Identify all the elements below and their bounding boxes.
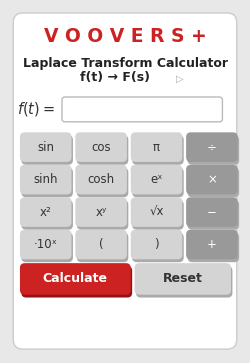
Text: xʸ: xʸ [96, 205, 107, 219]
FancyBboxPatch shape [77, 135, 128, 165]
FancyBboxPatch shape [132, 200, 184, 230]
FancyBboxPatch shape [77, 168, 128, 197]
FancyBboxPatch shape [22, 135, 73, 165]
Text: ): ) [154, 238, 159, 251]
FancyBboxPatch shape [75, 132, 127, 162]
FancyBboxPatch shape [20, 165, 72, 195]
FancyBboxPatch shape [22, 233, 73, 262]
Text: Calculate: Calculate [43, 272, 108, 285]
FancyBboxPatch shape [131, 165, 182, 195]
Text: −: − [207, 205, 217, 219]
FancyBboxPatch shape [22, 168, 73, 197]
Text: $f(t) =$: $f(t) =$ [17, 101, 55, 118]
Text: ·10ˣ: ·10ˣ [34, 238, 58, 251]
Text: ▷: ▷ [176, 74, 183, 84]
FancyBboxPatch shape [131, 230, 182, 259]
FancyBboxPatch shape [77, 200, 128, 230]
FancyBboxPatch shape [186, 165, 238, 195]
Text: ÷: ÷ [207, 140, 217, 154]
Text: cos: cos [91, 140, 111, 154]
Text: Laplace Transform Calculator: Laplace Transform Calculator [22, 57, 228, 70]
FancyBboxPatch shape [62, 97, 222, 122]
FancyBboxPatch shape [188, 233, 239, 262]
FancyBboxPatch shape [22, 266, 132, 298]
FancyBboxPatch shape [132, 233, 184, 262]
Text: (: ( [99, 238, 103, 251]
Text: +: + [207, 238, 217, 251]
FancyBboxPatch shape [188, 168, 239, 197]
FancyBboxPatch shape [136, 266, 232, 298]
FancyBboxPatch shape [20, 230, 72, 259]
FancyBboxPatch shape [75, 197, 127, 227]
FancyBboxPatch shape [75, 165, 127, 195]
FancyBboxPatch shape [131, 197, 182, 227]
Text: Reset: Reset [163, 272, 203, 285]
FancyBboxPatch shape [132, 168, 184, 197]
FancyBboxPatch shape [20, 197, 72, 227]
Text: x²: x² [40, 205, 52, 219]
FancyBboxPatch shape [186, 230, 238, 259]
FancyBboxPatch shape [188, 135, 239, 165]
Text: cosh: cosh [88, 173, 115, 186]
FancyBboxPatch shape [131, 132, 182, 162]
FancyBboxPatch shape [20, 263, 131, 295]
Text: sin: sin [37, 140, 54, 154]
Text: V O O V E R S +: V O O V E R S + [44, 27, 206, 46]
FancyBboxPatch shape [75, 230, 127, 259]
Text: ×: × [207, 173, 217, 186]
FancyBboxPatch shape [134, 263, 231, 295]
FancyBboxPatch shape [186, 132, 238, 162]
Text: eˣ: eˣ [150, 173, 163, 186]
Text: sinh: sinh [34, 173, 58, 186]
Text: √x: √x [149, 205, 164, 219]
Text: f(t) → F(s): f(t) → F(s) [80, 72, 150, 84]
FancyBboxPatch shape [13, 13, 237, 349]
FancyBboxPatch shape [77, 233, 128, 262]
Text: π: π [153, 140, 160, 154]
FancyBboxPatch shape [132, 135, 184, 165]
FancyBboxPatch shape [20, 132, 72, 162]
FancyBboxPatch shape [22, 200, 73, 230]
FancyBboxPatch shape [186, 197, 238, 227]
FancyBboxPatch shape [188, 200, 239, 230]
